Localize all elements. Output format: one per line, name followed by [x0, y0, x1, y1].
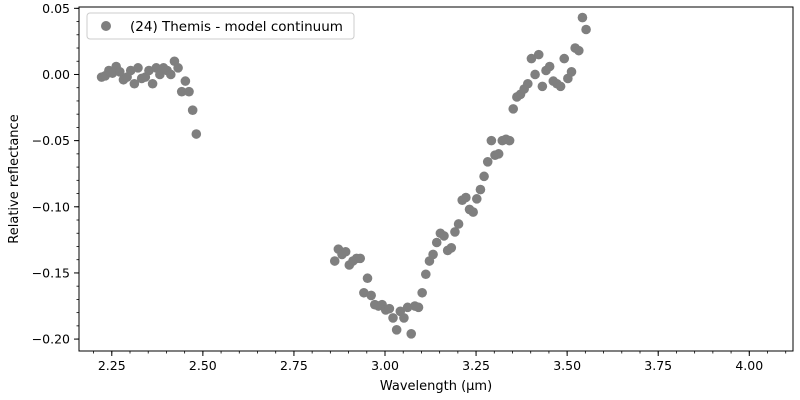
data-point [184, 86, 194, 97]
y-tick-label: −0.10 [32, 199, 70, 214]
data-point [537, 81, 548, 92]
data-point [402, 302, 413, 313]
data-point [362, 273, 373, 284]
y-tick-label: −0.20 [32, 332, 70, 347]
data-point [533, 49, 544, 60]
data-point [566, 67, 577, 77]
data-point [555, 81, 566, 92]
data-point [453, 219, 464, 229]
data-point [472, 194, 482, 204]
legend: (24) Themis - model continuum [86, 12, 355, 40]
data-point [399, 313, 409, 323]
data-point [431, 237, 442, 248]
data-point [173, 63, 183, 73]
axis-ticks: 2.25 2.50 2.75 3.00 3.25 3.50 3.75 4.00 0.05 0.00… [32, 1, 787, 373]
data-point [413, 302, 424, 313]
y-tick-label: −0.05 [32, 133, 70, 148]
x-tick-label: 2.75 [280, 358, 308, 373]
data-point [406, 329, 417, 339]
data-point [479, 171, 489, 182]
y-tick-label: 0.00 [42, 67, 70, 82]
data-point [428, 249, 438, 260]
plot-area [96, 12, 591, 339]
x-tick-label: 3.00 [371, 358, 399, 373]
data-point [526, 53, 537, 64]
x-tick-label: 3.50 [553, 358, 581, 373]
data-point [115, 67, 125, 77]
data-point [340, 246, 351, 257]
data-point [329, 256, 340, 266]
data-point [446, 243, 457, 253]
data-point [421, 269, 431, 280]
legend-label: (24) Themis - model continuum [130, 19, 343, 35]
x-tick-label: 4.00 [735, 358, 763, 373]
y-tick-label: 0.05 [42, 1, 70, 16]
data-point [359, 287, 369, 298]
data-point [366, 290, 376, 301]
data-point [450, 227, 460, 237]
data-point [468, 207, 478, 217]
data-point [129, 78, 140, 89]
data-point [577, 12, 588, 23]
data-point [187, 105, 198, 115]
data-point [581, 24, 591, 35]
data-point [133, 63, 143, 73]
x-tick-label: 3.25 [462, 358, 490, 373]
data-point [355, 253, 366, 264]
plot-frame [78, 6, 794, 352]
x-tick-label: 3.75 [644, 358, 672, 373]
data-point [486, 135, 497, 146]
data-point [439, 231, 449, 241]
x-tick-label: 2.25 [98, 358, 126, 373]
data-point [191, 129, 202, 139]
data-point [384, 303, 395, 314]
data-point [144, 65, 154, 76]
data-point [176, 86, 187, 97]
x-axis-label: Wavelength (μm) [380, 379, 492, 394]
data-point [493, 149, 504, 159]
legend-box [86, 12, 355, 40]
data-point [417, 287, 427, 298]
data-point [523, 78, 533, 89]
data-point [574, 45, 584, 56]
data-point [147, 78, 158, 89]
data-point [461, 192, 471, 203]
data-point [125, 65, 136, 76]
data-point [544, 61, 555, 72]
y-tick-label: −0.15 [32, 265, 70, 280]
data-point [391, 325, 402, 335]
data-point [166, 69, 176, 80]
data-point [504, 135, 515, 146]
data-point [388, 313, 398, 323]
y-axis-label: Relative reflectance [7, 114, 22, 243]
legend-marker [101, 21, 111, 31]
x-tick-label: 2.50 [189, 358, 217, 373]
data-point [180, 76, 191, 86]
data-point [482, 157, 493, 167]
data-point [475, 184, 486, 195]
data-point [559, 53, 570, 64]
data-point [530, 69, 540, 80]
data-point [508, 104, 519, 114]
